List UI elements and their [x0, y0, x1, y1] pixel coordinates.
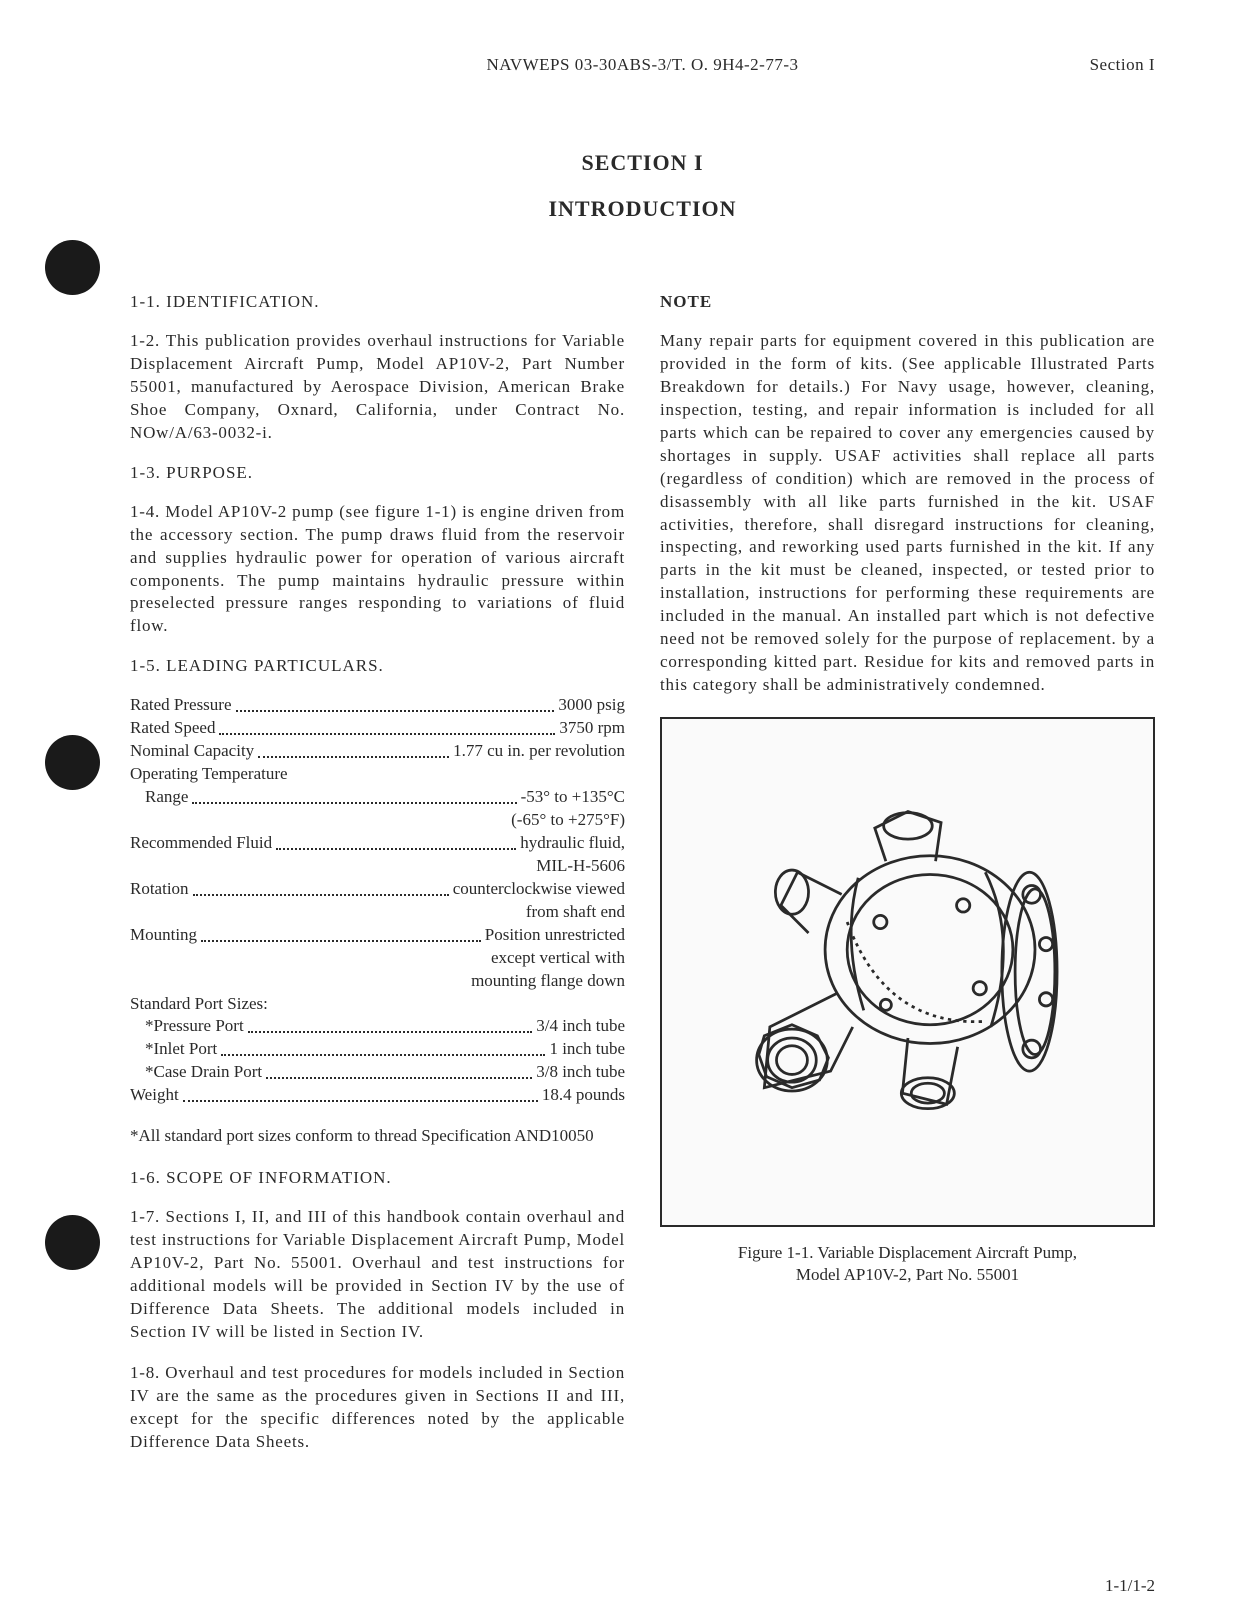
dot-leader — [193, 878, 449, 896]
document-id: NAVWEPS 03-30ABS-3/T. O. 9H4-2-77-3 — [130, 55, 1155, 75]
particular-label: Range — [145, 786, 188, 809]
content-columns: 1-1. IDENTIFICATION. 1-2. This publicati… — [130, 292, 1155, 1472]
particular-value: 3/4 inch tube — [536, 1015, 625, 1038]
figure-caption: Figure 1-1. Variable Displacement Aircra… — [660, 1242, 1155, 1286]
punch-hole — [45, 735, 100, 790]
particular-row: Mounting Position unrestricted — [130, 924, 625, 947]
heading-1-3: 1-3. PURPOSE. — [130, 463, 625, 483]
particular-row: *Case Drain Port 3/8 inch tube — [130, 1061, 625, 1084]
particular-row: Weight 18.4 pounds — [130, 1084, 625, 1107]
paragraph-1-2: 1-2. This publication provides overhaul … — [130, 330, 625, 445]
port-size-footnote: *All standard port sizes conform to thre… — [144, 1125, 625, 1148]
paragraph-1-7: 1-7. Sections I, II, and III of this han… — [130, 1206, 625, 1344]
particular-label: Recommended Fluid — [130, 832, 272, 855]
particular-row: Nominal Capacity 1.77 cu in. per revolut… — [130, 740, 625, 763]
particular-row: *Inlet Port 1 inch tube — [130, 1038, 625, 1061]
particular-continuation: from shaft end — [130, 901, 625, 924]
particular-continuation: except vertical with — [130, 947, 625, 970]
particular-row: Range -53° to +135°C — [130, 786, 625, 809]
particular-value: 3750 rpm — [559, 717, 625, 740]
particular-continuation: MIL-H-5606 — [130, 855, 625, 878]
particular-continuation: (-65° to +275°F) — [130, 809, 625, 832]
particular-row: Rated Speed 3750 rpm — [130, 717, 625, 740]
particular-value: 1 inch tube — [549, 1038, 625, 1061]
section-title: INTRODUCTION — [130, 196, 1155, 222]
particular-label: Rated Speed — [130, 717, 215, 740]
dot-leader — [248, 1015, 533, 1033]
dot-leader — [276, 832, 516, 850]
page-header: NAVWEPS 03-30ABS-3/T. O. 9H4-2-77-3 Sect… — [130, 55, 1155, 75]
punch-hole — [45, 1215, 100, 1270]
particular-label: Rated Pressure — [130, 694, 232, 717]
particular-row: Rated Pressure 3000 psig — [130, 694, 625, 717]
pump-illustration-icon — [687, 744, 1129, 1199]
dot-leader — [236, 694, 555, 712]
page-number: 1-1/1-2 — [1105, 1576, 1155, 1596]
particular-value: 3/8 inch tube — [536, 1061, 625, 1084]
right-column: NOTE Many repair parts for equipment cov… — [660, 292, 1155, 1472]
particular-row: *Pressure Port 3/4 inch tube — [130, 1015, 625, 1038]
dot-leader — [201, 924, 481, 942]
note-text: Many repair parts for equipment covered … — [660, 330, 1155, 697]
section-label: Section I — [1090, 55, 1155, 75]
particular-label: *Inlet Port — [145, 1038, 217, 1061]
paragraph-1-8: 1-8. Overhaul and test procedures for mo… — [130, 1362, 625, 1454]
particular-row: Recommended Fluid hydraulic fluid, — [130, 832, 625, 855]
particular-value: 18.4 pounds — [542, 1084, 625, 1107]
dot-leader — [192, 786, 516, 804]
particular-value: 3000 psig — [558, 694, 625, 717]
particular-value: counterclockwise viewed — [453, 878, 625, 901]
heading-1-6: 1-6. SCOPE OF INFORMATION. — [130, 1168, 625, 1188]
particular-label: Standard Port Sizes: — [130, 993, 625, 1016]
particular-label: Weight — [130, 1084, 179, 1107]
heading-1-5: 1-5. LEADING PARTICULARS. — [130, 656, 625, 676]
particular-continuation: mounting flange down — [130, 970, 625, 993]
particular-value: Position unrestricted — [485, 924, 625, 947]
particular-row: Rotation counterclockwise viewed — [130, 878, 625, 901]
left-column: 1-1. IDENTIFICATION. 1-2. This publicati… — [130, 292, 625, 1472]
section-number: SECTION I — [130, 150, 1155, 176]
figure-caption-line1: Figure 1-1. Variable Displacement Aircra… — [738, 1243, 1077, 1262]
dot-leader — [221, 1038, 545, 1056]
dot-leader — [219, 717, 555, 735]
note-heading: NOTE — [660, 292, 1155, 312]
particular-value: 1.77 cu in. per revolution — [453, 740, 625, 763]
paragraph-1-4: 1-4. Model AP10V-2 pump (see figure 1-1)… — [130, 501, 625, 639]
particulars-list: Rated Pressure 3000 psig Rated Speed 375… — [130, 694, 625, 1107]
dot-leader — [183, 1084, 538, 1102]
particular-label: Mounting — [130, 924, 197, 947]
dot-leader — [258, 740, 449, 758]
punch-hole — [45, 240, 100, 295]
figure-1-1 — [660, 717, 1155, 1227]
figure-caption-line2: Model AP10V-2, Part No. 55001 — [796, 1265, 1019, 1284]
particular-label: *Case Drain Port — [145, 1061, 262, 1084]
particular-value: -53° to +135°C — [521, 786, 625, 809]
particular-value: hydraulic fluid, — [520, 832, 625, 855]
particular-label: Rotation — [130, 878, 189, 901]
particular-label: *Pressure Port — [145, 1015, 244, 1038]
dot-leader — [266, 1061, 532, 1079]
heading-1-1: 1-1. IDENTIFICATION. — [130, 292, 625, 312]
particular-label: Operating Temperature — [130, 763, 625, 786]
particular-label: Nominal Capacity — [130, 740, 254, 763]
